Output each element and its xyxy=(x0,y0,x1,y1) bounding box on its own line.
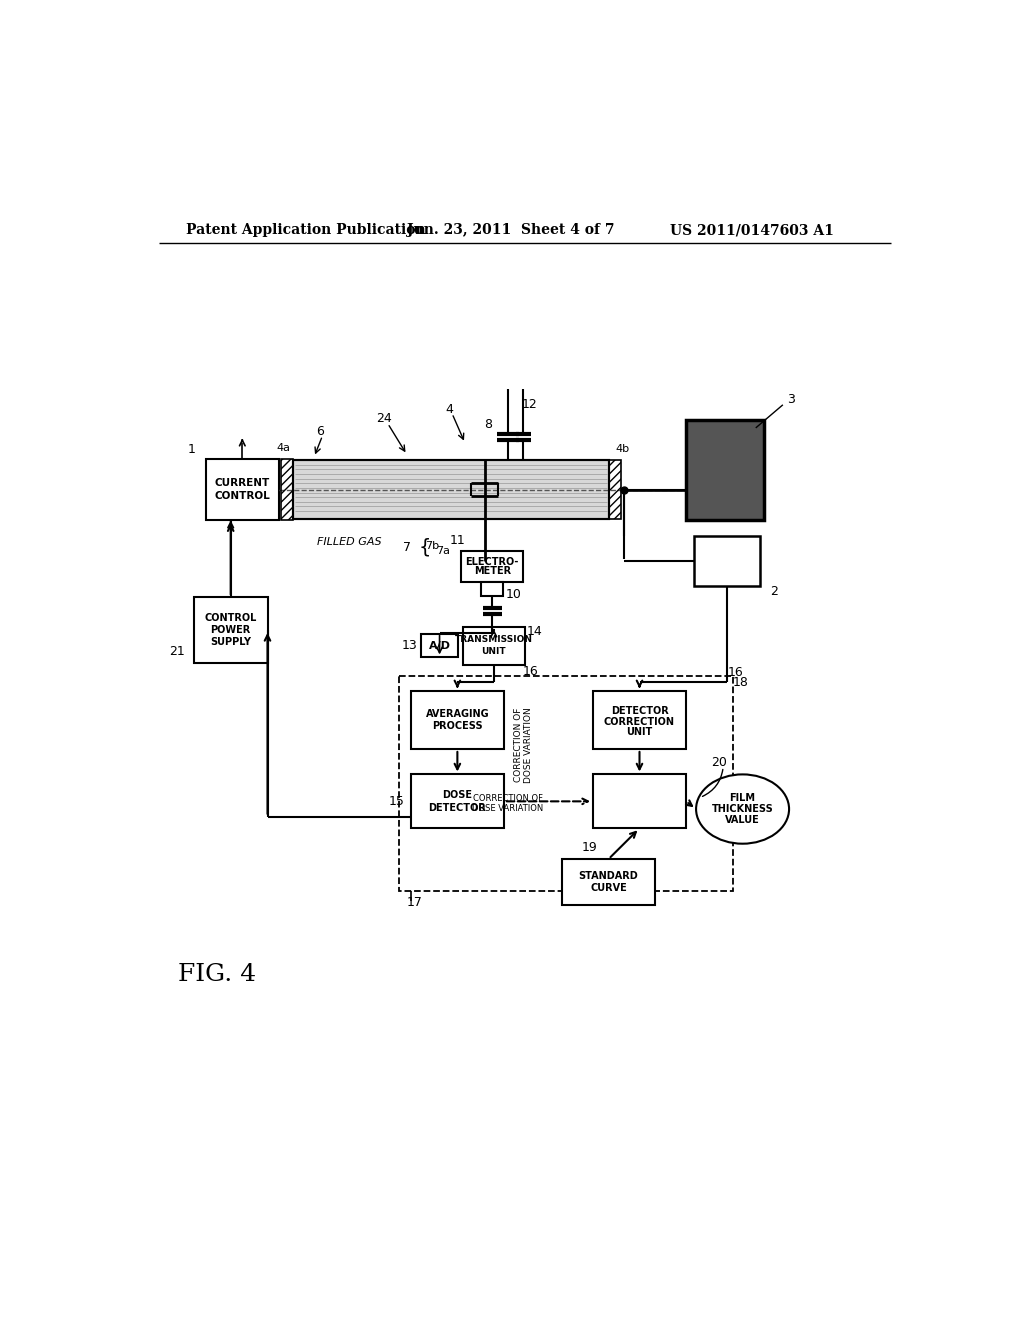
Text: 20: 20 xyxy=(712,756,727,770)
Text: UNIT: UNIT xyxy=(627,727,652,738)
Text: CURRENT: CURRENT xyxy=(215,478,270,488)
Text: FILM: FILM xyxy=(729,793,756,804)
Bar xyxy=(593,692,686,748)
Text: CORRECTION OF
DOSE VARIATION: CORRECTION OF DOSE VARIATION xyxy=(472,793,544,813)
Text: CORRECTION OF
DOSE VARIATION: CORRECTION OF DOSE VARIATION xyxy=(514,708,532,783)
Text: A/D: A/D xyxy=(429,640,451,651)
Bar xyxy=(411,692,504,748)
Text: 24: 24 xyxy=(376,412,391,425)
Text: THICKNESS: THICKNESS xyxy=(712,804,773,814)
Text: CONTROL: CONTROL xyxy=(214,491,270,500)
Text: 17: 17 xyxy=(407,896,423,909)
Text: 21: 21 xyxy=(169,644,184,657)
Text: METER: METER xyxy=(474,566,511,576)
Text: VALUE: VALUE xyxy=(725,814,760,825)
Text: 6: 6 xyxy=(316,425,325,438)
Text: STANDARD: STANDARD xyxy=(579,871,638,880)
Bar xyxy=(206,459,280,520)
Bar xyxy=(463,627,524,665)
Text: 8: 8 xyxy=(484,417,493,430)
Text: US 2011/0147603 A1: US 2011/0147603 A1 xyxy=(671,223,835,238)
Bar xyxy=(411,775,504,829)
Text: 16: 16 xyxy=(523,665,539,678)
Text: DETECTOR: DETECTOR xyxy=(428,803,486,813)
Text: 7a: 7a xyxy=(435,546,450,556)
Bar xyxy=(194,597,267,663)
Bar xyxy=(293,461,608,519)
Text: 1: 1 xyxy=(187,444,196,455)
Bar xyxy=(693,536,760,586)
Text: 16: 16 xyxy=(728,667,743,680)
Text: 4a: 4a xyxy=(276,444,290,453)
Text: 4b: 4b xyxy=(615,445,630,454)
Text: 19: 19 xyxy=(582,841,597,854)
Text: 7: 7 xyxy=(403,541,411,554)
Text: FIG. 4: FIG. 4 xyxy=(178,964,256,986)
Text: 12: 12 xyxy=(521,399,538,412)
Bar xyxy=(399,676,732,891)
Text: SUPPLY: SUPPLY xyxy=(210,638,251,647)
Text: PROCESS: PROCESS xyxy=(432,721,482,731)
Bar xyxy=(593,775,686,829)
Text: DOSE: DOSE xyxy=(442,791,472,800)
Bar xyxy=(461,552,523,582)
Bar xyxy=(481,582,503,595)
Text: 2: 2 xyxy=(770,585,777,598)
Text: TRANSMISSION: TRANSMISSION xyxy=(455,635,532,644)
Text: ELECTRO-: ELECTRO- xyxy=(466,557,519,566)
Text: DETECTOR: DETECTOR xyxy=(610,706,669,715)
Text: 18: 18 xyxy=(732,676,749,689)
Text: UNIT: UNIT xyxy=(481,648,506,656)
Text: 7b: 7b xyxy=(426,541,439,550)
Text: Patent Application Publication: Patent Application Publication xyxy=(186,223,426,238)
Bar xyxy=(562,859,655,906)
Bar xyxy=(686,420,764,520)
Text: 11: 11 xyxy=(450,533,465,546)
Text: POWER: POWER xyxy=(211,626,251,635)
Text: {: { xyxy=(419,537,431,557)
Text: 3: 3 xyxy=(786,393,795,407)
Text: 4: 4 xyxy=(445,403,454,416)
Bar xyxy=(608,461,621,519)
Text: CURVE: CURVE xyxy=(590,883,627,894)
Text: CORRECTION: CORRECTION xyxy=(604,717,675,726)
Text: 14: 14 xyxy=(526,624,542,638)
Bar xyxy=(281,459,293,520)
Text: FILLED GAS: FILLED GAS xyxy=(316,537,381,546)
Text: CONTROL: CONTROL xyxy=(205,612,257,623)
Bar xyxy=(421,635,458,657)
Text: AVERAGING: AVERAGING xyxy=(426,709,489,719)
Ellipse shape xyxy=(696,775,790,843)
Text: 15: 15 xyxy=(389,795,404,808)
Text: 10: 10 xyxy=(506,587,522,601)
Text: Jun. 23, 2011  Sheet 4 of 7: Jun. 23, 2011 Sheet 4 of 7 xyxy=(407,223,614,238)
Bar xyxy=(293,461,608,519)
Text: 13: 13 xyxy=(401,639,417,652)
